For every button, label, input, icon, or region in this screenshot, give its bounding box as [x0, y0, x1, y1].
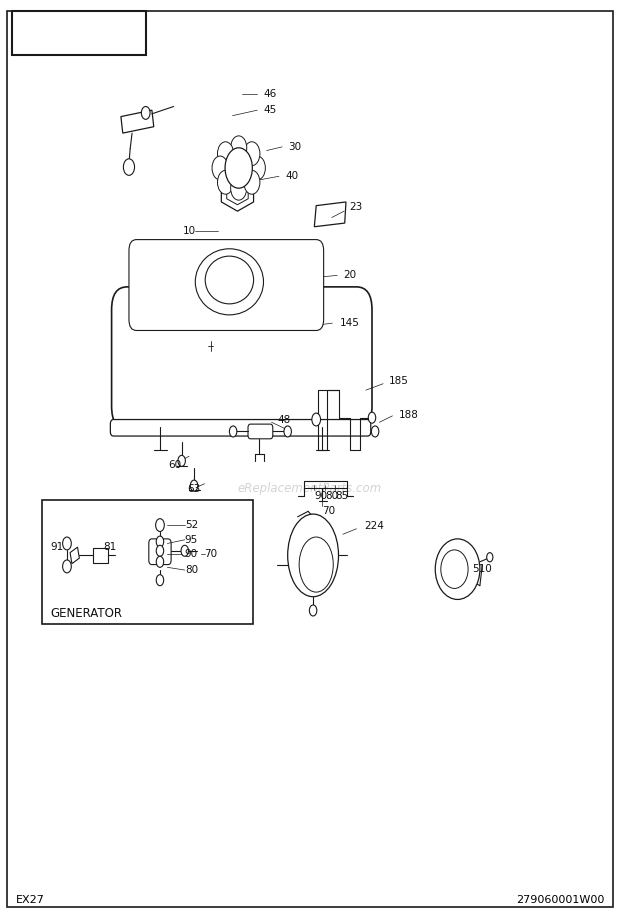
Text: 279060001W00: 279060001W00 — [516, 895, 604, 904]
Text: 70: 70 — [322, 507, 335, 516]
Text: 52: 52 — [185, 521, 198, 530]
Polygon shape — [121, 110, 154, 133]
Circle shape — [244, 141, 260, 165]
Text: 63: 63 — [187, 485, 200, 494]
Text: 80: 80 — [325, 491, 338, 500]
FancyBboxPatch shape — [110, 420, 371, 436]
Text: 81: 81 — [104, 543, 117, 552]
Text: 145: 145 — [340, 319, 360, 328]
Text: 40: 40 — [285, 172, 298, 181]
FancyBboxPatch shape — [136, 275, 161, 296]
Circle shape — [371, 426, 379, 437]
Text: 188: 188 — [399, 410, 419, 420]
Circle shape — [141, 106, 150, 119]
Circle shape — [123, 159, 135, 175]
FancyBboxPatch shape — [149, 539, 171, 565]
Text: 224: 224 — [364, 521, 384, 531]
Text: 60: 60 — [169, 460, 182, 469]
FancyBboxPatch shape — [129, 240, 324, 330]
Circle shape — [284, 426, 291, 437]
Circle shape — [63, 560, 71, 573]
Circle shape — [218, 171, 234, 195]
Text: 85: 85 — [335, 491, 348, 500]
Ellipse shape — [435, 539, 480, 599]
Circle shape — [190, 480, 198, 491]
Circle shape — [218, 141, 234, 165]
Circle shape — [312, 413, 321, 426]
Circle shape — [229, 426, 237, 437]
Circle shape — [178, 455, 185, 466]
Text: 10: 10 — [183, 227, 196, 236]
Text: 46: 46 — [264, 89, 277, 98]
Ellipse shape — [441, 550, 468, 588]
Polygon shape — [70, 547, 79, 564]
Text: 23: 23 — [350, 202, 363, 211]
Text: 70: 70 — [205, 550, 218, 559]
Circle shape — [63, 537, 71, 550]
Text: 80: 80 — [185, 565, 198, 575]
Circle shape — [231, 136, 247, 160]
Text: 90: 90 — [314, 491, 327, 500]
FancyBboxPatch shape — [112, 287, 372, 430]
Circle shape — [249, 156, 265, 180]
Bar — [93, 548, 108, 563]
Text: EX27: EX27 — [16, 895, 45, 904]
Text: 185: 185 — [389, 376, 409, 386]
Circle shape — [231, 176, 247, 200]
Ellipse shape — [288, 514, 339, 597]
Text: GENERATOR: GENERATOR — [51, 607, 123, 620]
Circle shape — [368, 412, 376, 423]
Circle shape — [244, 171, 260, 195]
Text: eReplacementParts.com: eReplacementParts.com — [238, 482, 382, 495]
Circle shape — [309, 605, 317, 616]
Circle shape — [225, 148, 252, 188]
Circle shape — [487, 553, 493, 562]
Circle shape — [181, 545, 188, 556]
Circle shape — [156, 556, 164, 567]
FancyBboxPatch shape — [248, 424, 273, 439]
Circle shape — [156, 545, 164, 556]
Polygon shape — [314, 202, 346, 227]
Text: 95: 95 — [185, 535, 198, 544]
Polygon shape — [221, 174, 254, 211]
Ellipse shape — [299, 537, 334, 592]
Text: 20: 20 — [343, 271, 356, 280]
Text: 91: 91 — [51, 543, 64, 552]
Circle shape — [156, 575, 164, 586]
Text: 45: 45 — [264, 106, 277, 115]
Polygon shape — [227, 181, 248, 205]
Text: 30: 30 — [288, 142, 301, 151]
Bar — [12, 11, 146, 55]
Text: FIG. 600: FIG. 600 — [19, 21, 130, 45]
Ellipse shape — [195, 249, 264, 315]
Text: 510: 510 — [472, 565, 492, 574]
Text: 48: 48 — [278, 415, 291, 424]
Text: 90: 90 — [185, 550, 198, 559]
Circle shape — [156, 519, 164, 532]
Ellipse shape — [205, 256, 254, 304]
Bar — [42, 500, 253, 624]
Circle shape — [156, 536, 164, 547]
Circle shape — [212, 156, 228, 180]
